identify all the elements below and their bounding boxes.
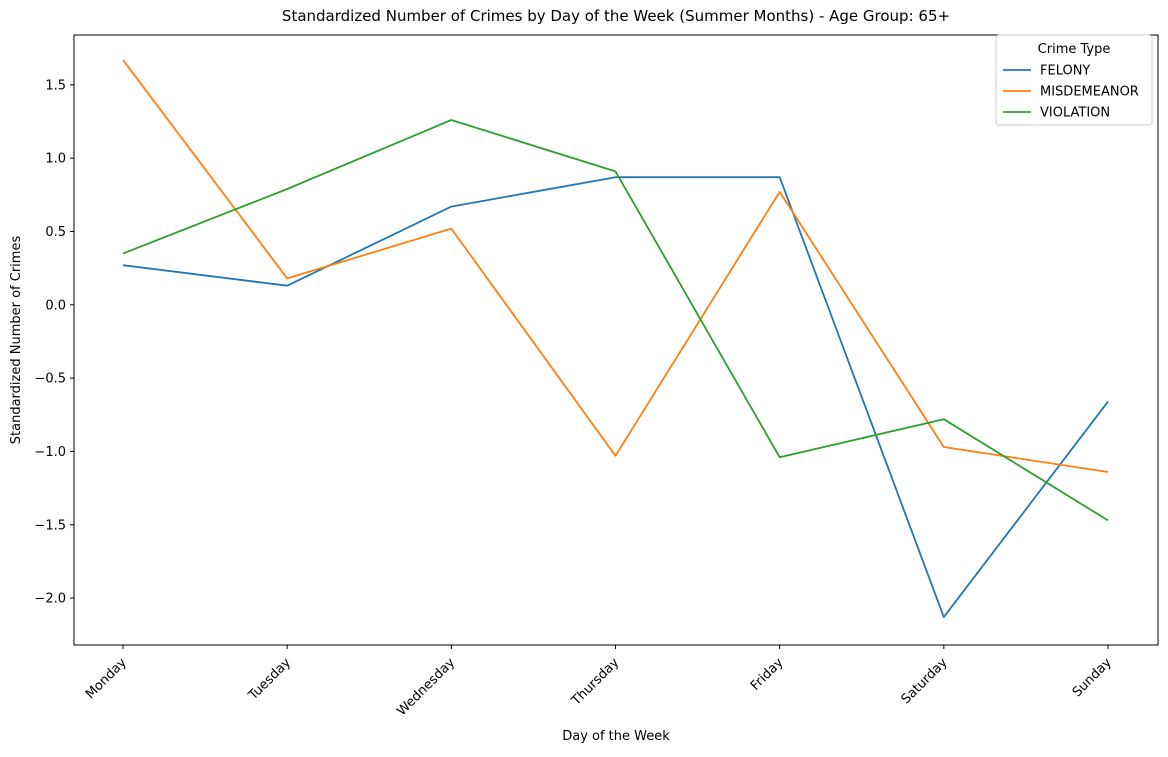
legend-title: Crime Type (1038, 42, 1111, 57)
legend-box (995, 34, 1153, 126)
x-tick-label: Monday (83, 655, 130, 702)
x-tick-label: Saturday (899, 655, 951, 707)
y-tick-label: 0.5 (45, 225, 66, 240)
plot-area-frame (73, 34, 1159, 646)
y-axis-label: Standardized Number of Crimes (9, 236, 24, 445)
legend: Crime Type FELONY MISDEMEANOR VIOLATION (995, 34, 1153, 126)
x-tick-label: Thursday (568, 655, 622, 709)
y-tick-label: 1.0 (45, 152, 66, 167)
y-tick-label: −0.5 (34, 372, 66, 387)
x-axis-label: Day of the Week (562, 729, 670, 744)
y-axis: −2.0 −1.5 −1.0 −0.5 0.0 0.5 1.0 1.5 (34, 78, 74, 607)
legend-label-violation: VIOLATION (1040, 106, 1110, 121)
series-line-felony (122, 176, 1109, 618)
y-tick-label: −1.0 (34, 445, 66, 460)
y-tick-label: 0.0 (45, 298, 66, 313)
x-tick-label: Tuesday (245, 655, 294, 704)
series-lines (122, 59, 1109, 618)
y-tick-label: −1.5 (34, 518, 66, 533)
chart-title: Standardized Number of Crimes by Day of … (282, 7, 950, 25)
series-line-violation (122, 119, 1109, 522)
x-tick-label: Wednesday (394, 655, 458, 719)
x-tick-label: Friday (748, 655, 787, 694)
legend-label-misdemeanor: MISDEMEANOR (1040, 85, 1139, 100)
x-axis: Monday Tuesday Wednesday Thursday Friday Satu… (83, 645, 1115, 719)
legend-label-felony: FELONY (1040, 64, 1090, 79)
y-tick-label: 1.5 (45, 78, 66, 93)
x-tick-label: Sunday (1070, 655, 1115, 700)
series-line-misdemeanor (122, 59, 1109, 473)
legend-entries: FELONY MISDEMEANOR VIOLATION (1003, 64, 1139, 121)
y-tick-label: −2.0 (34, 592, 66, 607)
